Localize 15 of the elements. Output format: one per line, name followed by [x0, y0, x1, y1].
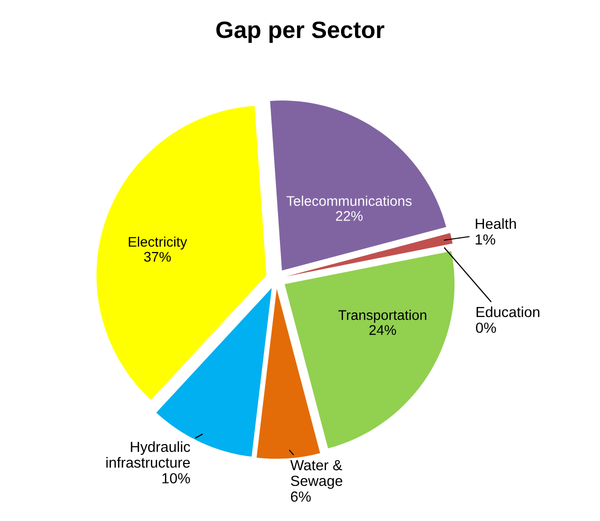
slice-label: Electricity [128, 236, 188, 250]
data-label: 37% [144, 252, 171, 262]
slice-label: Health [476, 218, 516, 229]
data-label: 1% [476, 234, 496, 245]
slice-label: Water & Sewage [290, 460, 342, 489]
text: 0% [476, 322, 496, 333]
slice-label: Hydraulic infrastructure [106, 441, 190, 468]
data-label: 6% [290, 491, 311, 502]
category-label: Education [476, 306, 540, 318]
data-label: 22% [336, 211, 363, 221]
data-label: 10% [162, 473, 190, 484]
chart-title: Gap per Sector [216, 21, 384, 43]
slice-label: Transportation [338, 310, 426, 323]
data-label: 24% [369, 325, 396, 335]
slice-label: Telecommunications [286, 196, 412, 206]
